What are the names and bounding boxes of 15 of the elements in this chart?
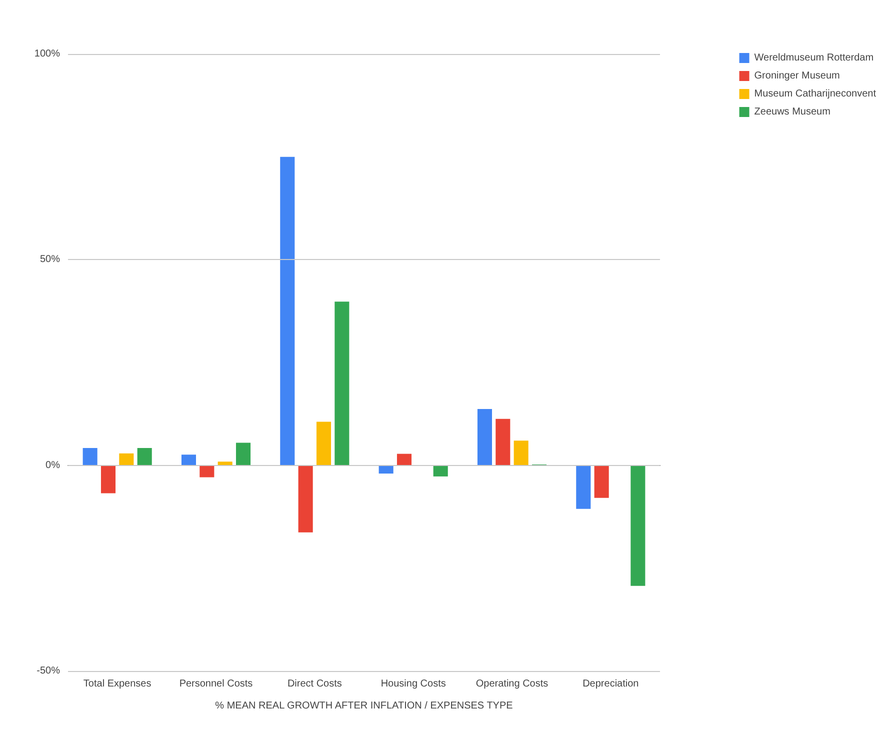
- x-axis-title: % MEAN REAL GROWTH AFTER INFLATION / EXPENSES TYPE: [215, 700, 514, 712]
- x-tick-label: Direct Costs: [287, 678, 342, 690]
- x-tick-label: Total Expenses: [83, 678, 152, 690]
- y-tick-label: 50%: [40, 254, 60, 266]
- x-tick-label: Operating Costs: [476, 678, 548, 690]
- legend-label: Zeeuws Museum: [754, 106, 830, 118]
- legend-label: Groninger Museum: [754, 70, 840, 82]
- y-tick-label: -50%: [36, 666, 60, 676]
- y-tick-label: 0%: [46, 460, 60, 471]
- x-tick-label: Depreciation: [582, 678, 639, 690]
- legend-label: Museum Catharijneconvent: [754, 88, 876, 100]
- legend-label: Wereldmuseum Rotterdam: [754, 52, 874, 64]
- y-tick-label: 100%: [34, 48, 60, 60]
- x-tick-label: Personnel Costs: [179, 678, 253, 690]
- x-tick-label: Housing Costs: [380, 678, 446, 690]
